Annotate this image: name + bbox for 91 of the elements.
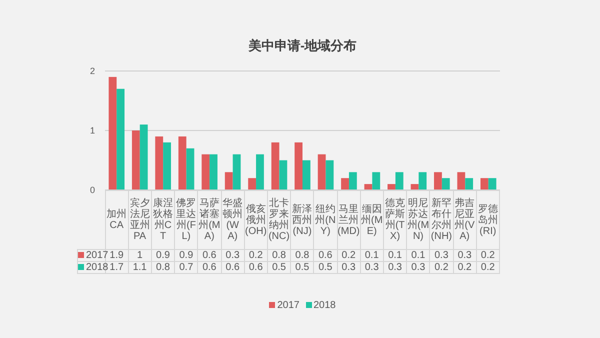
bar [348, 172, 357, 190]
legend-item: 2017 [269, 300, 300, 311]
x-tick-label: 俄亥俄州(OH) [244, 190, 268, 250]
bar [178, 136, 186, 190]
bar [132, 130, 140, 190]
data-label: 1.7 [110, 262, 124, 273]
data-label: 0.2 [244, 250, 268, 262]
data-label: 0.9 [174, 250, 198, 262]
data-label: 0.3 [430, 250, 454, 262]
data-label: 0.3 [406, 262, 430, 274]
x-tick-label: 纽约州(NY) [314, 190, 338, 250]
bar [140, 124, 148, 190]
data-label: 0.5 [314, 262, 338, 274]
bar [210, 154, 218, 190]
x-tick-label: 北卡罗来纳州(NC) [267, 190, 291, 250]
chart-title: 美中申请-地域分布 [247, 38, 357, 53]
data-label: 0.3 [337, 262, 360, 274]
data-label: 0.2 [476, 250, 500, 262]
data-label: 0.6 [244, 262, 268, 274]
y-tick-label: 2 [90, 66, 95, 76]
x-tick-label: 马里兰州(MD) [337, 190, 360, 250]
data-label: 0.3 [383, 262, 407, 274]
data-label: 0.2 [337, 250, 360, 262]
data-label: 0.5 [267, 262, 291, 274]
x-tick-label: 罗德岛州(RI) [476, 190, 500, 250]
x-tick-label: 加州CA [105, 190, 128, 250]
bar [108, 76, 117, 190]
data-label: 0.1 [406, 250, 430, 262]
bar [116, 88, 125, 190]
bar [202, 154, 210, 190]
data-label: 1.9 [110, 250, 124, 261]
data-label: 0.8 [290, 250, 314, 262]
x-tick-label: 新泽西州(NJ) [290, 190, 314, 250]
x-tick-label: 康涅狄格州CT [151, 190, 175, 250]
bar [248, 178, 256, 190]
data-label: 0.7 [174, 262, 198, 274]
data-label: 0.8 [151, 262, 175, 274]
data-label: 0.3 [221, 250, 244, 262]
data-label: 1.1 [128, 262, 152, 274]
data-label: 0.2 [476, 262, 500, 274]
data-label: 0.1 [360, 250, 384, 262]
x-tick-label: 新罕布什尔州(NH) [430, 190, 454, 250]
bar [279, 160, 288, 190]
bar [256, 154, 264, 190]
bar [395, 172, 404, 190]
bar [155, 136, 164, 190]
bar [302, 160, 310, 190]
bar [372, 172, 380, 190]
data-label: 0.1 [383, 250, 407, 262]
data-label: 0.3 [453, 250, 476, 262]
bar [163, 142, 171, 190]
bar [341, 178, 349, 190]
bar [388, 184, 396, 190]
bar [418, 172, 427, 190]
data-label: 0.6 [198, 250, 222, 262]
bar [186, 148, 194, 190]
x-tick-label: 宾夕法尼亚州PA [128, 190, 152, 250]
bar [232, 154, 241, 190]
bar [442, 178, 450, 190]
y-tick-label: 1 [90, 126, 95, 136]
x-tick-label: 弗吉尼亚州(VA) [453, 190, 476, 250]
data-label: 0.2 [430, 262, 454, 274]
data-label: 0.8 [267, 250, 291, 262]
x-tick-label: 华盛顿州(WA) [221, 190, 244, 250]
data-label: 0.9 [151, 250, 175, 262]
data-label: 1 [128, 250, 152, 262]
x-tick-label: 佛罗里达州(FL) [174, 190, 198, 250]
bar [271, 142, 280, 190]
y-tick-label: 0 [90, 185, 95, 195]
bar [294, 142, 302, 190]
x-tick-label: 德克萨斯州(TX) [383, 190, 407, 250]
bar [465, 178, 474, 190]
x-tick-label: 缅因州(ME) [360, 190, 384, 250]
legend-label: 2018 [85, 262, 108, 274]
legend-label: 2017 [85, 250, 108, 262]
bar [457, 172, 466, 190]
data-label: 0.3 [360, 262, 384, 274]
data-label: 0.6 [198, 262, 222, 274]
bar [318, 154, 326, 190]
bar [224, 172, 233, 190]
data-label: 0.6 [221, 262, 244, 274]
x-tick-label: 明尼苏达州(MN) [406, 190, 430, 250]
bar [480, 178, 488, 190]
bar [326, 160, 334, 190]
bar [488, 178, 496, 190]
data-label: 0.6 [314, 250, 338, 262]
data-label: 0.2 [453, 262, 476, 274]
data-label: 0.5 [290, 262, 314, 274]
x-tick-label: 马萨诸塞州(MA) [198, 190, 222, 250]
bar [434, 172, 442, 190]
legend-item: 2018 [306, 300, 336, 311]
